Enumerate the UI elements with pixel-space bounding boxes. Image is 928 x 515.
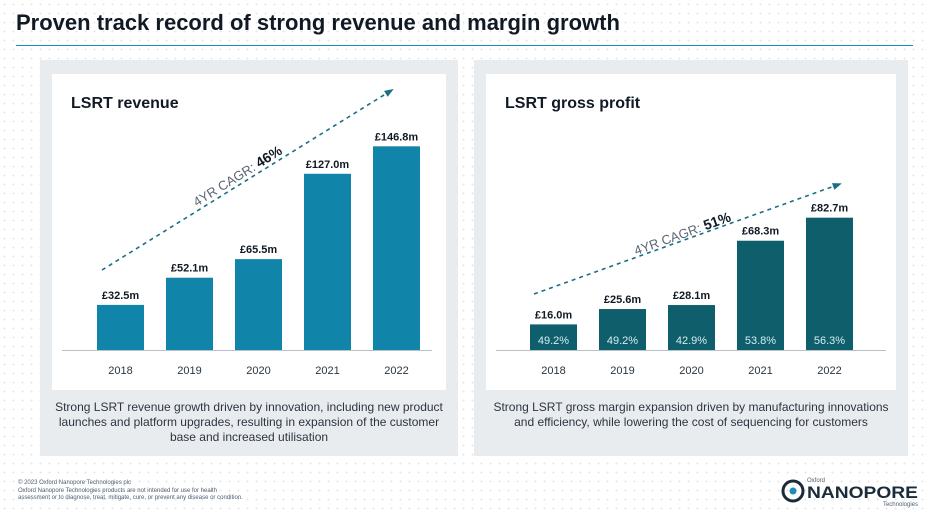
bar (166, 277, 213, 350)
logo-oxford-text: Oxford (807, 478, 825, 484)
bar (97, 304, 144, 350)
bar-value-label: £52.1m (171, 263, 209, 275)
bar (373, 146, 420, 350)
footer-legal: © 2023 Oxford Nanopore Technologies plc … (18, 480, 243, 503)
logo-technologies-text: Technologies (883, 502, 918, 508)
bar-value-label: £82.7m (811, 203, 849, 215)
bar-value-label: £146.8m (375, 131, 419, 143)
bar-margin-label: 49.2% (607, 335, 638, 347)
title-divider (16, 45, 913, 46)
chart-title: LSRT revenue (71, 95, 179, 112)
revenue-panel: LSRT revenue 4YR CAGR: 46% £32.5m 2018 £52.1… (40, 60, 458, 456)
bar-value-label: £28.1m (673, 290, 711, 302)
x-tick-label: 2021 (748, 365, 772, 377)
gross-profit-panel: LSRT gross profit 4YR CAGR: 51% £16.0m 49.2… (474, 60, 908, 456)
gross-profit-caption: Strong LSRT gross margin expansion drive… (493, 400, 889, 429)
footer-line: assessment or to diagnose, treat, mitiga… (18, 495, 243, 501)
trend-arrowhead-icon (384, 88, 394, 97)
logo-brand-text: NANOPORE (807, 483, 918, 502)
bar-value-label: £65.5m (240, 244, 278, 256)
bar-value-label: £16.0m (535, 309, 573, 321)
x-tick-label: 2018 (108, 365, 132, 377)
trend-line (533, 183, 841, 295)
footer-line: © 2023 Oxford Nanopore Technologies plc (18, 480, 132, 486)
x-tick-label: 2021 (315, 365, 339, 377)
bar-margin-label: 49.2% (538, 335, 569, 347)
bar (304, 173, 351, 350)
chart-title: LSRT gross profit (505, 95, 641, 112)
bar-value-label: £32.5m (102, 290, 140, 302)
bar (530, 324, 577, 350)
x-tick-label: 2022 (817, 365, 841, 377)
bar (235, 259, 282, 350)
footer-line: Oxford Nanopore Technologies products ar… (18, 487, 218, 494)
nanopore-logo: Oxford NANOPORE Technologies (781, 478, 918, 508)
bar (737, 240, 784, 350)
bar (599, 309, 646, 350)
bar-margin-label: 42.9% (676, 335, 707, 347)
x-tick-label: 2018 (541, 365, 565, 377)
x-tick-label: 2019 (177, 365, 201, 377)
bar (806, 217, 853, 350)
trend-line (101, 89, 393, 271)
logo-dot-icon (789, 487, 797, 495)
logo-ring-icon (781, 479, 805, 503)
revenue-caption: Strong LSRT revenue growth driven by inn… (55, 400, 443, 444)
bar (668, 305, 715, 350)
x-tick-label: 2022 (384, 365, 408, 377)
x-tick-label: 2020 (246, 365, 270, 377)
x-tick-label: 2019 (610, 365, 634, 377)
bar-value-label: £25.6m (604, 294, 642, 306)
x-tick-label: 2020 (679, 365, 703, 377)
trend-arrowhead-icon (832, 183, 842, 190)
page-title: Proven track record of strong revenue an… (16, 10, 620, 35)
bar-margin-label: 53.8% (745, 335, 776, 347)
bar-margin-label: 56.3% (814, 335, 845, 347)
bar-value-label: £68.3m (742, 226, 780, 238)
bar-value-label: £127.0m (306, 159, 350, 171)
